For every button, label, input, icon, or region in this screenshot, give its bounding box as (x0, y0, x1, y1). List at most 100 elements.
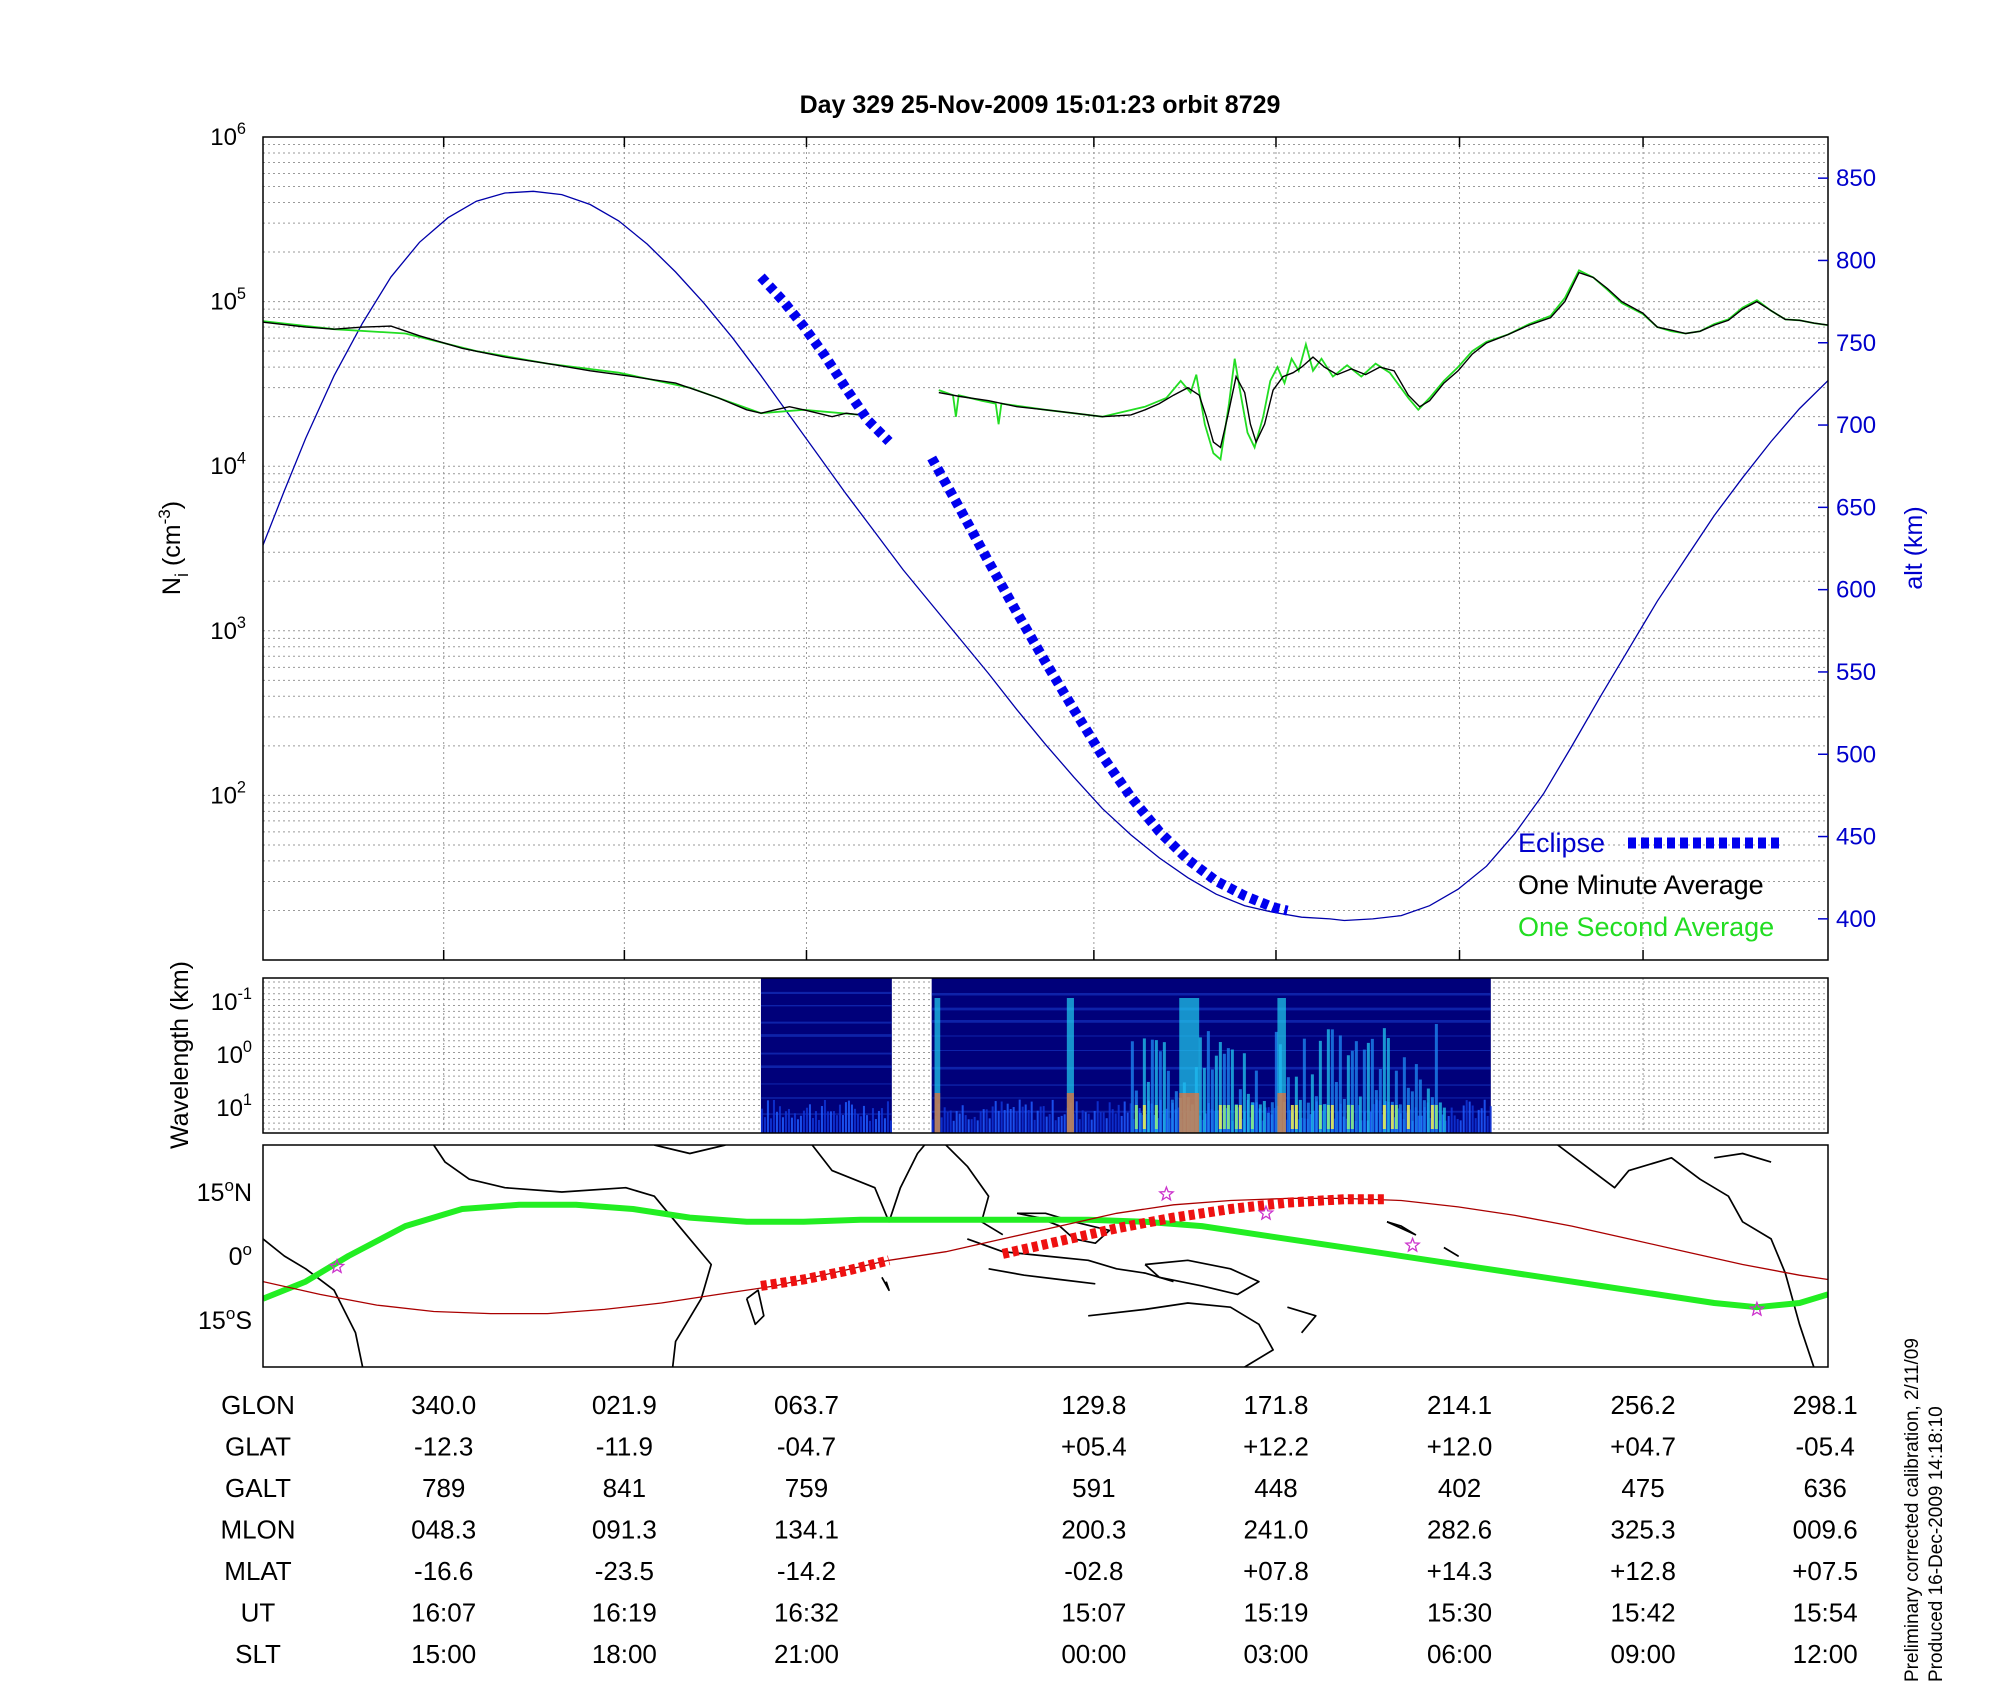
map-latitude-tick-degree: o (224, 1176, 233, 1195)
star-marker (1257, 1204, 1275, 1221)
parameter-value: 241.0 (1243, 1515, 1308, 1545)
eclipse-line (757, 273, 893, 446)
parameter-value: 200.3 (1061, 1515, 1126, 1545)
one-minute-average-line (263, 321, 861, 418)
density-y-tick-label-exponent: 2 (237, 779, 246, 797)
spectrogram-texture (1165, 1108, 1168, 1133)
density-y-axis-label-part: ) (158, 501, 186, 509)
parameter-value: +12.8 (1610, 1556, 1676, 1586)
spectrogram-texture (1063, 1114, 1066, 1133)
spectrogram-texture (1471, 1105, 1474, 1133)
spectrogram-texture (1382, 1028, 1386, 1133)
density-y-tick-label: 105 (210, 285, 246, 316)
spectrogram-texture (1096, 1101, 1099, 1133)
spectrogram-texture (1450, 1107, 1453, 1133)
parameter-value: 171.8 (1243, 1390, 1308, 1420)
spectrogram-texture (973, 1116, 976, 1133)
spectrogram-block (760, 978, 892, 1133)
spectrogram-texture (1024, 1104, 1027, 1133)
density-y-tick-label: 103 (210, 614, 246, 645)
spectrogram-texture (1039, 1106, 1042, 1133)
parameter-value: 16:07 (411, 1598, 476, 1628)
spectrogram-texture (838, 1104, 841, 1133)
spectrogram-texture (1394, 1105, 1398, 1129)
spectrogram-texture (1477, 1109, 1480, 1133)
spectrogram-texture (775, 1111, 778, 1133)
spectrogram-texture (874, 1119, 877, 1133)
altitude-axis-label: alt (km) (1900, 506, 1928, 589)
spectrogram-texture (1434, 1105, 1438, 1129)
parameter-value: 16:32 (774, 1598, 839, 1628)
spectrogram-texture (1213, 1110, 1216, 1133)
spectrogram-texture (1277, 998, 1286, 1133)
spectrogram-texture (1459, 1120, 1462, 1133)
parameter-value: 16:19 (592, 1598, 657, 1628)
parameter-value: 402 (1438, 1473, 1481, 1503)
density-y-axis-label: Ni (cm-3) (155, 501, 192, 595)
spectrogram-texture (1048, 1114, 1051, 1133)
spectrogram-texture (1078, 1119, 1081, 1133)
spectrogram-texture (1146, 1081, 1150, 1133)
altitude-tick-label: 750 (1836, 330, 1876, 357)
coastline (1443, 1246, 1459, 1257)
map-latitude-tick-value: 0 (229, 1243, 243, 1271)
density-y-tick-label-base: 10 (210, 124, 237, 151)
density-y-tick-label-exponent: 5 (237, 285, 246, 303)
spectrogram-texture (1129, 1103, 1132, 1133)
density-y-tick-label: 102 (210, 779, 246, 810)
spectrogram-texture (883, 1118, 886, 1133)
spectrogram-texture (1249, 1117, 1252, 1133)
spectrogram-texture (763, 1117, 766, 1133)
density-series (263, 190, 1828, 922)
parameter-value: +05.4 (1061, 1432, 1127, 1462)
density-y-axis-label-part: i (172, 573, 192, 577)
spectrogram-texture (1258, 1104, 1262, 1133)
parameter-value: 15:00 (411, 1639, 476, 1669)
spectrogram-texture (1045, 1116, 1048, 1133)
map-latitude-tick-degree: o (226, 1304, 235, 1323)
spectrogram-texture (1153, 1114, 1156, 1133)
spectrogram-texture (784, 1111, 787, 1133)
spectrogram-texture (958, 1113, 961, 1133)
spectrogram-texture (1033, 1119, 1036, 1133)
parameter-row-label: GALT (225, 1473, 291, 1503)
spectrogram-texture (802, 1110, 805, 1133)
spectrogram-texture (1286, 1077, 1290, 1133)
parameter-value: 448 (1254, 1473, 1297, 1503)
spectrogram-texture (1150, 1039, 1154, 1133)
spectrogram-texture (1342, 1098, 1346, 1133)
spectrogram-texture (1405, 1112, 1408, 1133)
spectrogram-texture (1141, 1114, 1144, 1133)
spectrogram-texture (796, 1119, 799, 1133)
spectrogram-texture (790, 1117, 793, 1133)
parameter-row-label: GLAT (225, 1432, 291, 1462)
parameter-value: 340.0 (411, 1390, 476, 1420)
spectrogram-y-axis-label: Wavelength (km) (166, 961, 194, 1149)
spectrogram-texture (778, 1106, 781, 1133)
spectrogram-texture (1453, 1115, 1456, 1133)
spectrogram-texture (1322, 1104, 1326, 1133)
spectrogram-texture (934, 1093, 941, 1133)
spectrogram-texture (1330, 1029, 1334, 1133)
spectrogram-texture (1429, 1118, 1432, 1133)
spectrogram-texture (1123, 1101, 1126, 1133)
spectrogram-texture (1318, 1105, 1322, 1129)
spectrogram-texture (1294, 1076, 1298, 1133)
spectrogram-texture (967, 1119, 970, 1133)
spectrogram-texture (1179, 1093, 1200, 1133)
eclipse-line (927, 455, 1289, 916)
spectrogram-texture (1108, 1102, 1111, 1133)
spectrogram-texture (1114, 1113, 1117, 1133)
map-tracks (263, 1185, 1828, 1317)
spectrogram-y-tick-label: 10-1 (211, 985, 252, 1016)
spectrogram-texture (799, 1115, 802, 1133)
spectrogram-texture (1218, 1042, 1222, 1133)
spectrogram-texture (1261, 1120, 1264, 1133)
parameter-value: 063.7 (774, 1390, 839, 1420)
spectrogram-texture (1306, 1102, 1310, 1133)
spectrogram-texture (985, 1109, 988, 1133)
spectrogram-texture (1370, 1038, 1374, 1133)
spectrogram-texture (1465, 1100, 1468, 1133)
spectrogram-texture (1270, 1102, 1274, 1133)
spectrogram-texture (1250, 1105, 1254, 1129)
